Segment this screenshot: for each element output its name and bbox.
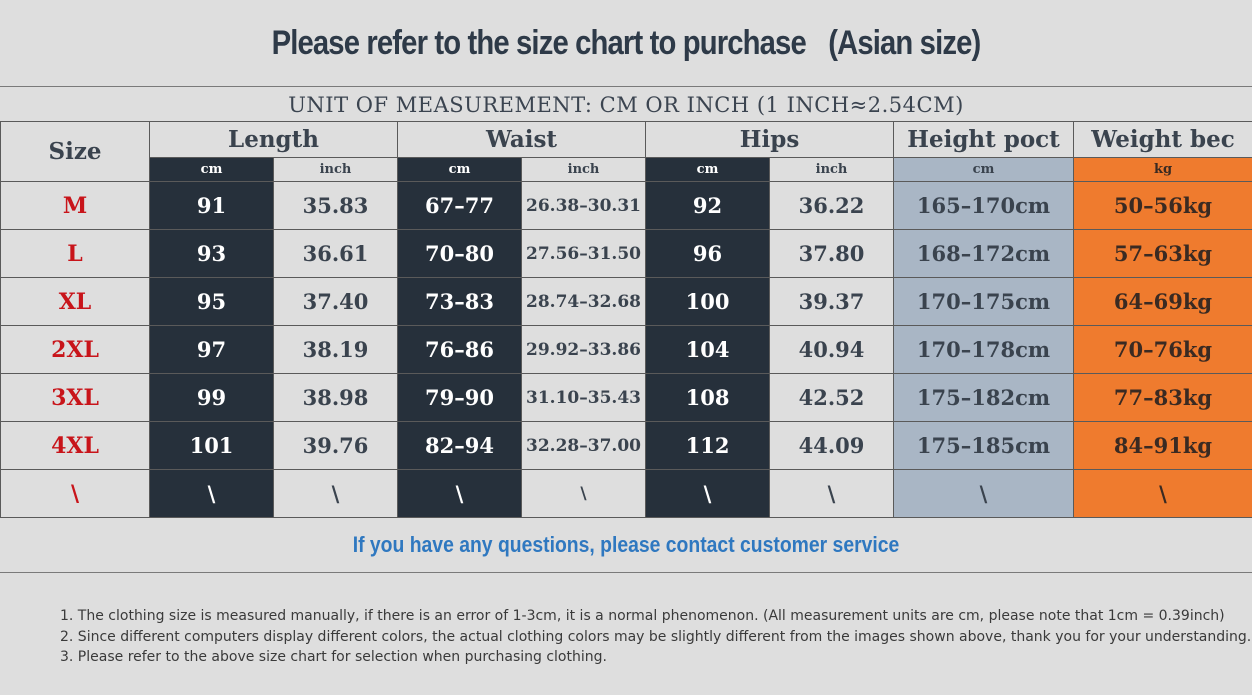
hips-cm-cell: 108	[645, 373, 771, 422]
contact-message: If you have any questions, please contac…	[352, 532, 900, 557]
subheader-hips-inch: inch	[769, 157, 895, 182]
note-item: 3. Please refer to the above size chart …	[60, 649, 607, 665]
length-inch-cell: 38.98	[273, 373, 398, 422]
title-main: Please refer to the size chart to purcha…	[271, 23, 807, 62]
unit-of-measurement: UNIT OF MEASUREMENT: CM OR INCH (1 INCH≈…	[288, 92, 964, 117]
subheader-waist-cm: cm	[397, 157, 522, 182]
notes-list: 1. The clothing size is measured manuall…	[60, 606, 1252, 668]
height-cell: \	[893, 469, 1075, 518]
height-cell: 175–182cm	[893, 373, 1075, 422]
waist-inch-cell: \	[520, 469, 647, 518]
weight-cell: 57–63kg	[1073, 229, 1252, 278]
size-cell: 2XL	[0, 325, 150, 374]
weight-cell: 50–56kg	[1073, 181, 1252, 230]
length-cm-cell: 97	[149, 325, 274, 374]
waist-cm-cell: 67–77	[397, 181, 522, 230]
subheader-length-cm: cm	[149, 157, 274, 182]
table-row: M 91 35.83 67–77 26.38–30.31 92 36.22 165–170cm…	[0, 181, 1252, 230]
waist-inch-cell: 27.56–31.50	[520, 229, 647, 278]
header-hips: Hips	[645, 121, 895, 158]
length-cm-cell: \	[149, 469, 274, 518]
size-chart-table: Size Length Waist Hips Height poct Weigh…	[0, 121, 1252, 518]
length-inch-cell: 36.61	[273, 229, 398, 278]
waist-inch-cell: 31.10–35.43	[520, 373, 647, 422]
length-cm-cell: 91	[149, 181, 274, 230]
header-size: Size	[0, 121, 150, 182]
length-cm-cell: 95	[149, 277, 274, 326]
subheader-height-cm: cm	[893, 157, 1075, 182]
size-cell: 3XL	[0, 373, 150, 422]
height-cell: 170–175cm	[893, 277, 1075, 326]
hips-cm-cell: \	[645, 469, 771, 518]
size-cell: M	[0, 181, 150, 230]
length-inch-cell: 39.76	[273, 421, 398, 470]
waist-cm-cell: \	[397, 469, 522, 518]
hips-cm-cell: 92	[645, 181, 771, 230]
length-inch-cell: \	[273, 469, 398, 518]
divider-top	[0, 86, 1252, 87]
hips-cm-cell: 100	[645, 277, 771, 326]
table-row: \ \ \ \ \ \ \ \ \	[0, 469, 1252, 518]
waist-inch-cell: 26.38–30.31	[520, 181, 647, 230]
length-cm-cell: 93	[149, 229, 274, 278]
subheader-hips-cm: cm	[645, 157, 771, 182]
weight-cell: 84–91kg	[1073, 421, 1252, 470]
waist-inch-cell: 28.74–32.68	[520, 277, 647, 326]
hips-inch-cell: 36.22	[769, 181, 895, 230]
header-waist: Waist	[396, 121, 647, 158]
hips-cm-cell: 96	[645, 229, 771, 278]
hips-cm-cell: 104	[645, 325, 771, 374]
length-inch-cell: 37.40	[273, 277, 398, 326]
length-inch-cell: 38.19	[273, 325, 398, 374]
hips-inch-cell: 44.09	[769, 421, 895, 470]
size-cell: L	[0, 229, 150, 278]
waist-cm-cell: 79–90	[397, 373, 522, 422]
size-cell: XL	[0, 277, 150, 326]
hips-inch-cell: 42.52	[769, 373, 895, 422]
note-item: 2. Since different computers display dif…	[60, 628, 1252, 645]
hips-inch-cell: 40.94	[769, 325, 895, 374]
table-row: XL 95 37.40 73–83 28.74–32.68 100 39.37 170–175…	[0, 277, 1252, 326]
subheader-weight-kg: kg	[1073, 157, 1252, 182]
length-inch-cell: 35.83	[273, 181, 398, 230]
length-cm-cell: 101	[149, 421, 274, 470]
hips-cm-cell: 112	[645, 421, 771, 470]
weight-cell: 70–76kg	[1073, 325, 1252, 374]
length-cm-cell: 99	[149, 373, 274, 422]
hips-inch-cell: 37.80	[769, 229, 895, 278]
table-row: 2XL 97 38.19 76–86 29.92–33.86 104 40.94 170–17…	[0, 325, 1252, 374]
size-cell: 4XL	[0, 421, 150, 470]
subheader-length-inch: inch	[273, 157, 398, 182]
subheader-waist-inch: inch	[520, 157, 647, 182]
height-cell: 175–185cm	[893, 421, 1075, 470]
header-weight: Weight bec	[1073, 121, 1252, 158]
table-row: 4XL 101 39.76 82–94 32.28–37.00 112 44.09 175–1…	[0, 421, 1252, 470]
header-row: Size Length Waist Hips Height poct Weigh…	[0, 121, 1252, 182]
note-item: 1. The clothing size is measured manuall…	[60, 608, 1225, 624]
hips-inch-cell: 39.37	[769, 277, 895, 326]
weight-cell: 64–69kg	[1073, 277, 1252, 326]
waist-inch-cell: 32.28–37.00	[520, 421, 647, 470]
size-cell: \	[0, 469, 150, 518]
waist-cm-cell: 76–86	[397, 325, 522, 374]
height-cell: 170–178cm	[893, 325, 1075, 374]
title-suffix: (Asian size)	[828, 23, 981, 62]
subheader-row: cm inch cm inch cm inch cm kg	[1, 157, 1252, 182]
hips-inch-cell: \	[769, 469, 895, 518]
height-cell: 165–170cm	[893, 181, 1075, 230]
waist-cm-cell: 73–83	[397, 277, 522, 326]
header-length: Length	[149, 121, 398, 158]
height-cell: 168–172cm	[893, 229, 1075, 278]
weight-cell: \	[1073, 469, 1252, 518]
divider-bottom	[0, 572, 1252, 573]
waist-cm-cell: 82–94	[397, 421, 522, 470]
table-row: L 93 36.61 70–80 27.56–31.50 96 37.80 168–172cm…	[0, 229, 1252, 278]
table-row: 3XL 99 38.98 79–90 31.10–35.43 108 42.52 175–18…	[0, 373, 1252, 422]
header-height: Height poct	[893, 121, 1075, 158]
page-title: Please refer to the size chart to purcha…	[88, 0, 1165, 86]
waist-cm-cell: 70–80	[397, 229, 522, 278]
weight-cell: 77–83kg	[1073, 373, 1252, 422]
waist-inch-cell: 29.92–33.86	[520, 325, 647, 374]
